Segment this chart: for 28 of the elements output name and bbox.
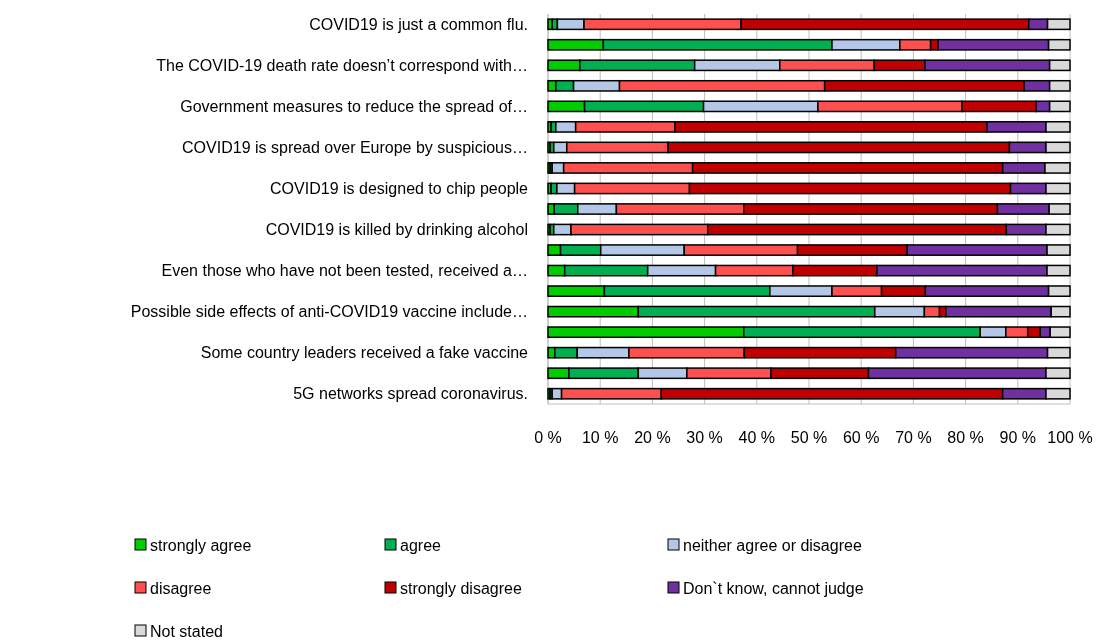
- x-tick-label: 70 %: [895, 429, 932, 446]
- x-tick-label: 80 %: [947, 429, 984, 446]
- legend-label: agree: [400, 536, 442, 554]
- y-tick-label: 5G networks spread coronavirus.: [293, 385, 528, 403]
- x-tick-label: 10 %: [581, 429, 619, 446]
- y-tick-label: COVID19 is designed to chip people: [270, 180, 529, 198]
- legend-label: neither agree or disagree: [683, 536, 862, 554]
- x-tick-label: 50 %: [790, 429, 828, 446]
- x-tick-label: 90 %: [999, 429, 1037, 446]
- x-tick-label: 20 %: [634, 429, 671, 446]
- y-tick-label: Government measures to reduce the spread of…: [180, 97, 528, 115]
- legend-label: strongly agree: [150, 536, 252, 554]
- legend-label: strongly disagree: [400, 579, 522, 597]
- x-tick-label: 40 %: [738, 429, 776, 446]
- x-tick-label: 0 %: [534, 429, 562, 446]
- y-tick-label: Some country leaders received a fake vaccine: [200, 344, 529, 362]
- y-tick-label: COVID19 is spread over Europe by suspicious…: [182, 139, 528, 157]
- y-tick-label: COVID19 is just a common flu.: [309, 15, 528, 33]
- legend-label: Don`t know, cannot judge: [683, 579, 864, 597]
- y-tick-label: COVID19 is killed by drinking alcohol: [265, 221, 528, 239]
- legend-label: Not stated: [150, 622, 223, 640]
- y-tick-label: The COVID-19 death rate doesn’t correspond with…: [156, 56, 528, 74]
- x-tick-label: 100 %: [1047, 429, 1093, 446]
- x-tick-label: 60 %: [842, 429, 880, 446]
- y-tick-label: Even those who have not been tested, received a…: [161, 262, 528, 280]
- legend-label: disagree: [150, 579, 212, 597]
- y-tick-label: Possible side effects of anti-COVID19 vaccine include…: [130, 303, 528, 321]
- x-tick-label: 30 %: [686, 429, 723, 446]
